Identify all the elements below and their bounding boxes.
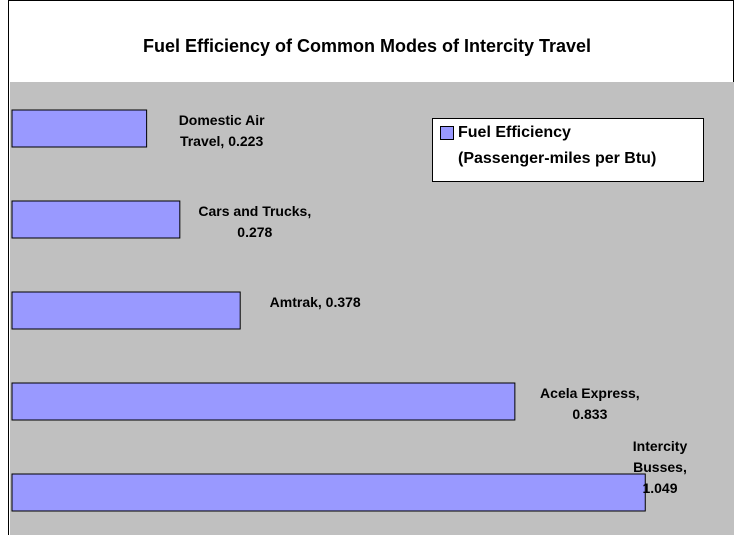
bar	[11, 291, 241, 330]
bar	[11, 382, 516, 421]
bar	[11, 200, 181, 239]
bar	[11, 109, 148, 148]
data-label: Intercity Busses, 1.049	[632, 438, 688, 496]
chart-title: Fuel Efficiency of Common Modes of Inter…	[142, 36, 592, 56]
bar	[11, 473, 646, 512]
legend-label: Fuel Efficiency (Passenger-miles per Btu…	[458, 124, 657, 167]
legend-swatch	[440, 126, 454, 140]
data-label: Amtrak, 0.378	[269, 294, 361, 310]
data-label: Domestic Air Travel, 0.223	[178, 112, 265, 149]
data-label: Cars and Trucks, 0.278	[198, 203, 312, 240]
legend: Fuel Efficiency (Passenger-miles per Btu…	[432, 118, 704, 182]
data-label: Acela Express, 0.833	[540, 385, 640, 422]
